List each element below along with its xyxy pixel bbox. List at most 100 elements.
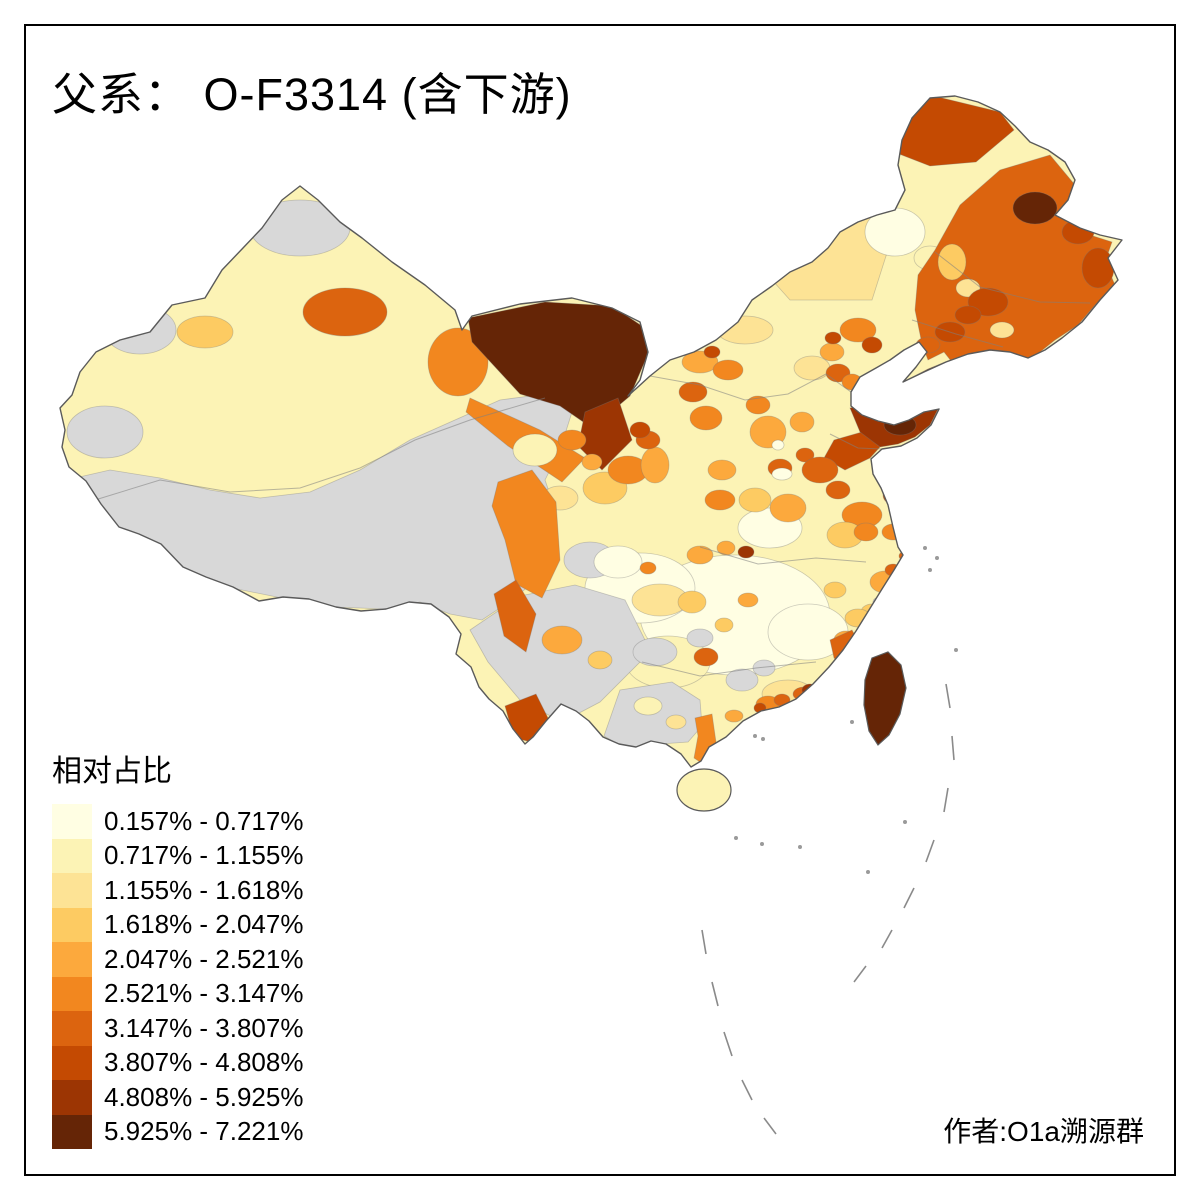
sea-dash-6 (853, 965, 867, 983)
chengdu-ring (639, 561, 657, 575)
harbin-dark (1012, 191, 1058, 225)
attribution: 作者:O1a溯源群 (943, 1116, 1144, 1147)
legend-label: 1.155% - 1.618% (104, 874, 304, 905)
plot-frame (24, 24, 1176, 1176)
islet-4 (753, 734, 757, 738)
islet-3 (850, 720, 854, 724)
yunnan-e (587, 650, 613, 670)
sea-dash-0 (945, 683, 951, 709)
hefei (853, 522, 879, 542)
sea-dash-1 (951, 735, 955, 761)
islet-5 (761, 737, 765, 741)
sichuan-west-strip (491, 469, 561, 599)
guangxi-ne (693, 647, 719, 667)
ordos (678, 381, 708, 403)
guizhou-nodata (632, 637, 678, 667)
wuhai (629, 421, 651, 439)
legend-label: 5.925% - 7.221% (104, 1116, 304, 1147)
legend-label: 1.618% - 2.047% (104, 909, 304, 940)
legend-swatch-3 (52, 907, 92, 942)
legend-row: 5.925% - 7.221% (52, 1114, 382, 1149)
taiwan-island (863, 651, 907, 746)
legend-row: 2.521% - 3.147% (52, 976, 382, 1011)
xining (557, 429, 587, 451)
beijing-dark (824, 331, 842, 345)
islet-0 (923, 546, 927, 550)
yulin (689, 405, 723, 431)
legend: 相对占比 0.157% - 0.717% 0.717% - 1.155% 1.155… (52, 746, 382, 1149)
legend-swatch-8 (52, 1080, 92, 1115)
legend-swatch-9 (52, 1114, 92, 1149)
legend-swatch-1 (52, 838, 92, 873)
legend-rows: 0.157% - 0.717% 0.717% - 1.155% 1.155% - 1… (52, 804, 382, 1149)
chifeng (839, 317, 877, 343)
legend-row: 0.717% - 1.155% (52, 838, 382, 873)
jiangxi-ne (823, 581, 847, 599)
xining-2 (581, 453, 603, 471)
legend-row: 0.157% - 0.717% (52, 804, 382, 839)
legend-swatch-0 (52, 804, 92, 839)
islet-2 (928, 568, 932, 572)
legend-swatch-5 (52, 976, 92, 1011)
map-title: 父系： O-F3314 (含下游) (52, 69, 572, 120)
legend-row: 3.807% - 4.808% (52, 1045, 382, 1080)
china-outline (59, 95, 1123, 768)
shandong-w (801, 456, 839, 484)
henan-cream (771, 467, 793, 481)
shanxi-n (745, 395, 771, 415)
sea-dash-4 (903, 887, 915, 909)
hunan-nodata (725, 668, 759, 692)
wuhan-dark (737, 545, 755, 559)
changchun (954, 305, 982, 325)
chongqing-nodata (686, 628, 714, 648)
sea-dash-2 (943, 787, 949, 813)
hunan-tint (714, 617, 734, 633)
legend-label: 0.717% - 1.155% (104, 840, 304, 871)
guangdong-w (724, 709, 744, 723)
legend-swatch-7 (52, 1045, 92, 1080)
hubei-w (686, 545, 714, 565)
province-border-3 (911, 319, 1004, 348)
chengdu-cream (593, 545, 643, 579)
jilin-pale (989, 321, 1015, 339)
sea-dash-10 (741, 1079, 753, 1101)
guangxi-pale2 (665, 714, 687, 730)
legend-title: 相对占比 (52, 755, 172, 788)
province-border-5 (641, 661, 817, 677)
province-border-4 (699, 546, 867, 565)
hunan-n (737, 592, 759, 608)
chongqing (677, 590, 707, 614)
islet-7 (760, 842, 764, 846)
legend-row: 1.618% - 2.047% (52, 907, 382, 942)
sea-dash-9 (723, 1031, 733, 1057)
sea-dash-8 (711, 981, 719, 1007)
legend-swatch-2 (52, 873, 92, 908)
islet-9 (954, 648, 958, 652)
province-border-1 (649, 373, 852, 401)
legend-label: 3.147% - 3.807% (104, 1012, 304, 1043)
shijiazhuang (789, 411, 815, 433)
guangxi-pale (633, 696, 663, 716)
legend-row: 1.155% - 1.618% (52, 873, 382, 908)
hainan-island (676, 768, 732, 812)
legend-row: 2.047% - 2.521% (52, 942, 382, 977)
legend-row: 3.147% - 3.807% (52, 1011, 382, 1046)
handan (795, 447, 815, 463)
legend-label: 2.047% - 2.521% (104, 943, 304, 974)
legend-label: 3.807% - 4.808% (104, 1047, 304, 1078)
islet-10 (903, 820, 907, 824)
legend-label: 2.521% - 3.147% (104, 978, 304, 1009)
sea-dash-5 (881, 929, 893, 949)
hohhot (712, 359, 744, 381)
kunming (541, 625, 583, 655)
legend-label: 4.808% - 5.925% (104, 1081, 304, 1112)
nw-yunnan (493, 579, 537, 653)
sea-dash-7 (701, 929, 707, 955)
shanxi-c (749, 415, 787, 449)
sea-dash-3 (925, 839, 935, 863)
province-border-0 (94, 397, 546, 501)
chifeng-dark (861, 336, 883, 354)
xinjiang-sw-nodata (66, 405, 144, 459)
